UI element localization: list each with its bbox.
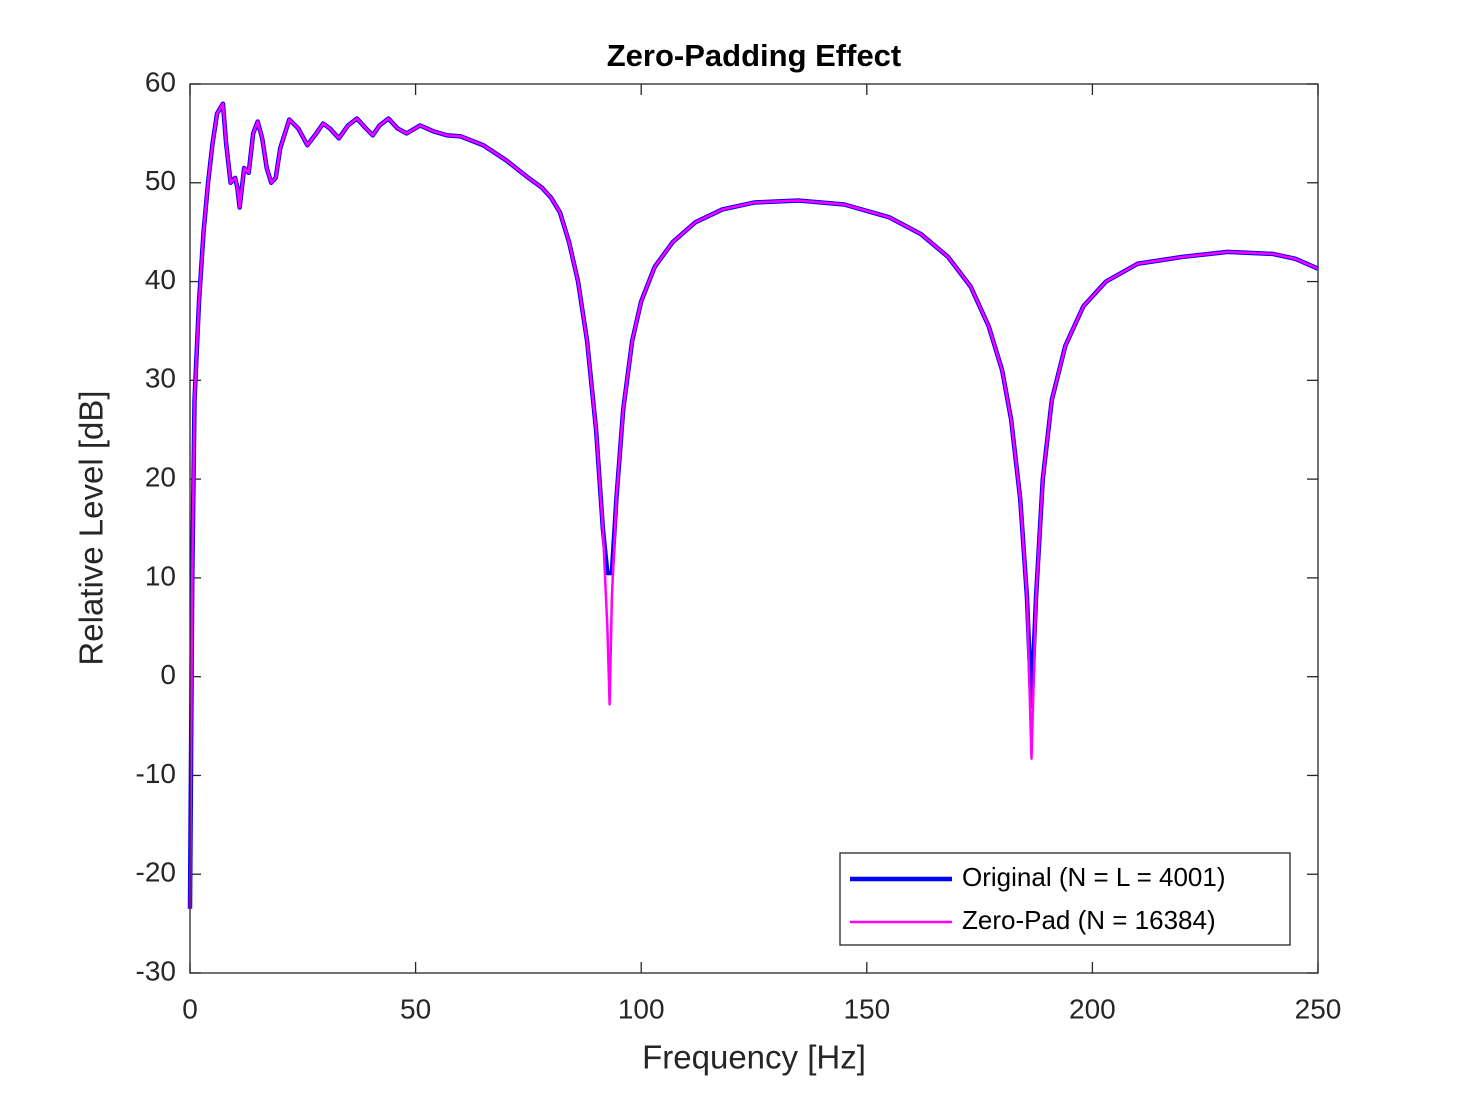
x-tick-label: 50	[400, 993, 431, 1024]
y-tick-label: 30	[145, 363, 176, 394]
y-tick-label: -10	[136, 758, 176, 789]
x-tick-label: 250	[1295, 993, 1342, 1024]
legend-label: Zero-Pad (N = 16384)	[962, 905, 1216, 935]
x-tick-label: 200	[1069, 993, 1116, 1024]
x-tick-label: 0	[182, 993, 198, 1024]
plot-frame	[189, 83, 1319, 974]
legend-label: Original (N = L = 4001)	[962, 862, 1226, 892]
y-tick-label: 10	[145, 560, 176, 591]
x-tick-label: 150	[843, 993, 890, 1024]
y-tick-label: -30	[136, 955, 176, 986]
y-tick-label: 20	[145, 462, 176, 493]
chart-title: Zero-Padding Effect	[607, 38, 902, 73]
x-axis-label: Frequency [Hz]	[642, 1039, 866, 1076]
y-axis-label: Relative Level [dB]	[73, 390, 110, 665]
x-tick-label: 100	[618, 993, 665, 1024]
y-tick-label: 50	[145, 165, 176, 196]
y-tick-label: 0	[160, 659, 176, 690]
y-tick-label: 60	[145, 66, 176, 97]
y-tick-label: 40	[145, 264, 176, 295]
y-tick-label: -20	[136, 857, 176, 888]
series-line	[188, 102, 1319, 909]
legend: Original (N = L = 4001) Zero-Pad (N = 163…	[839, 852, 1291, 946]
legend-box	[839, 852, 1291, 946]
